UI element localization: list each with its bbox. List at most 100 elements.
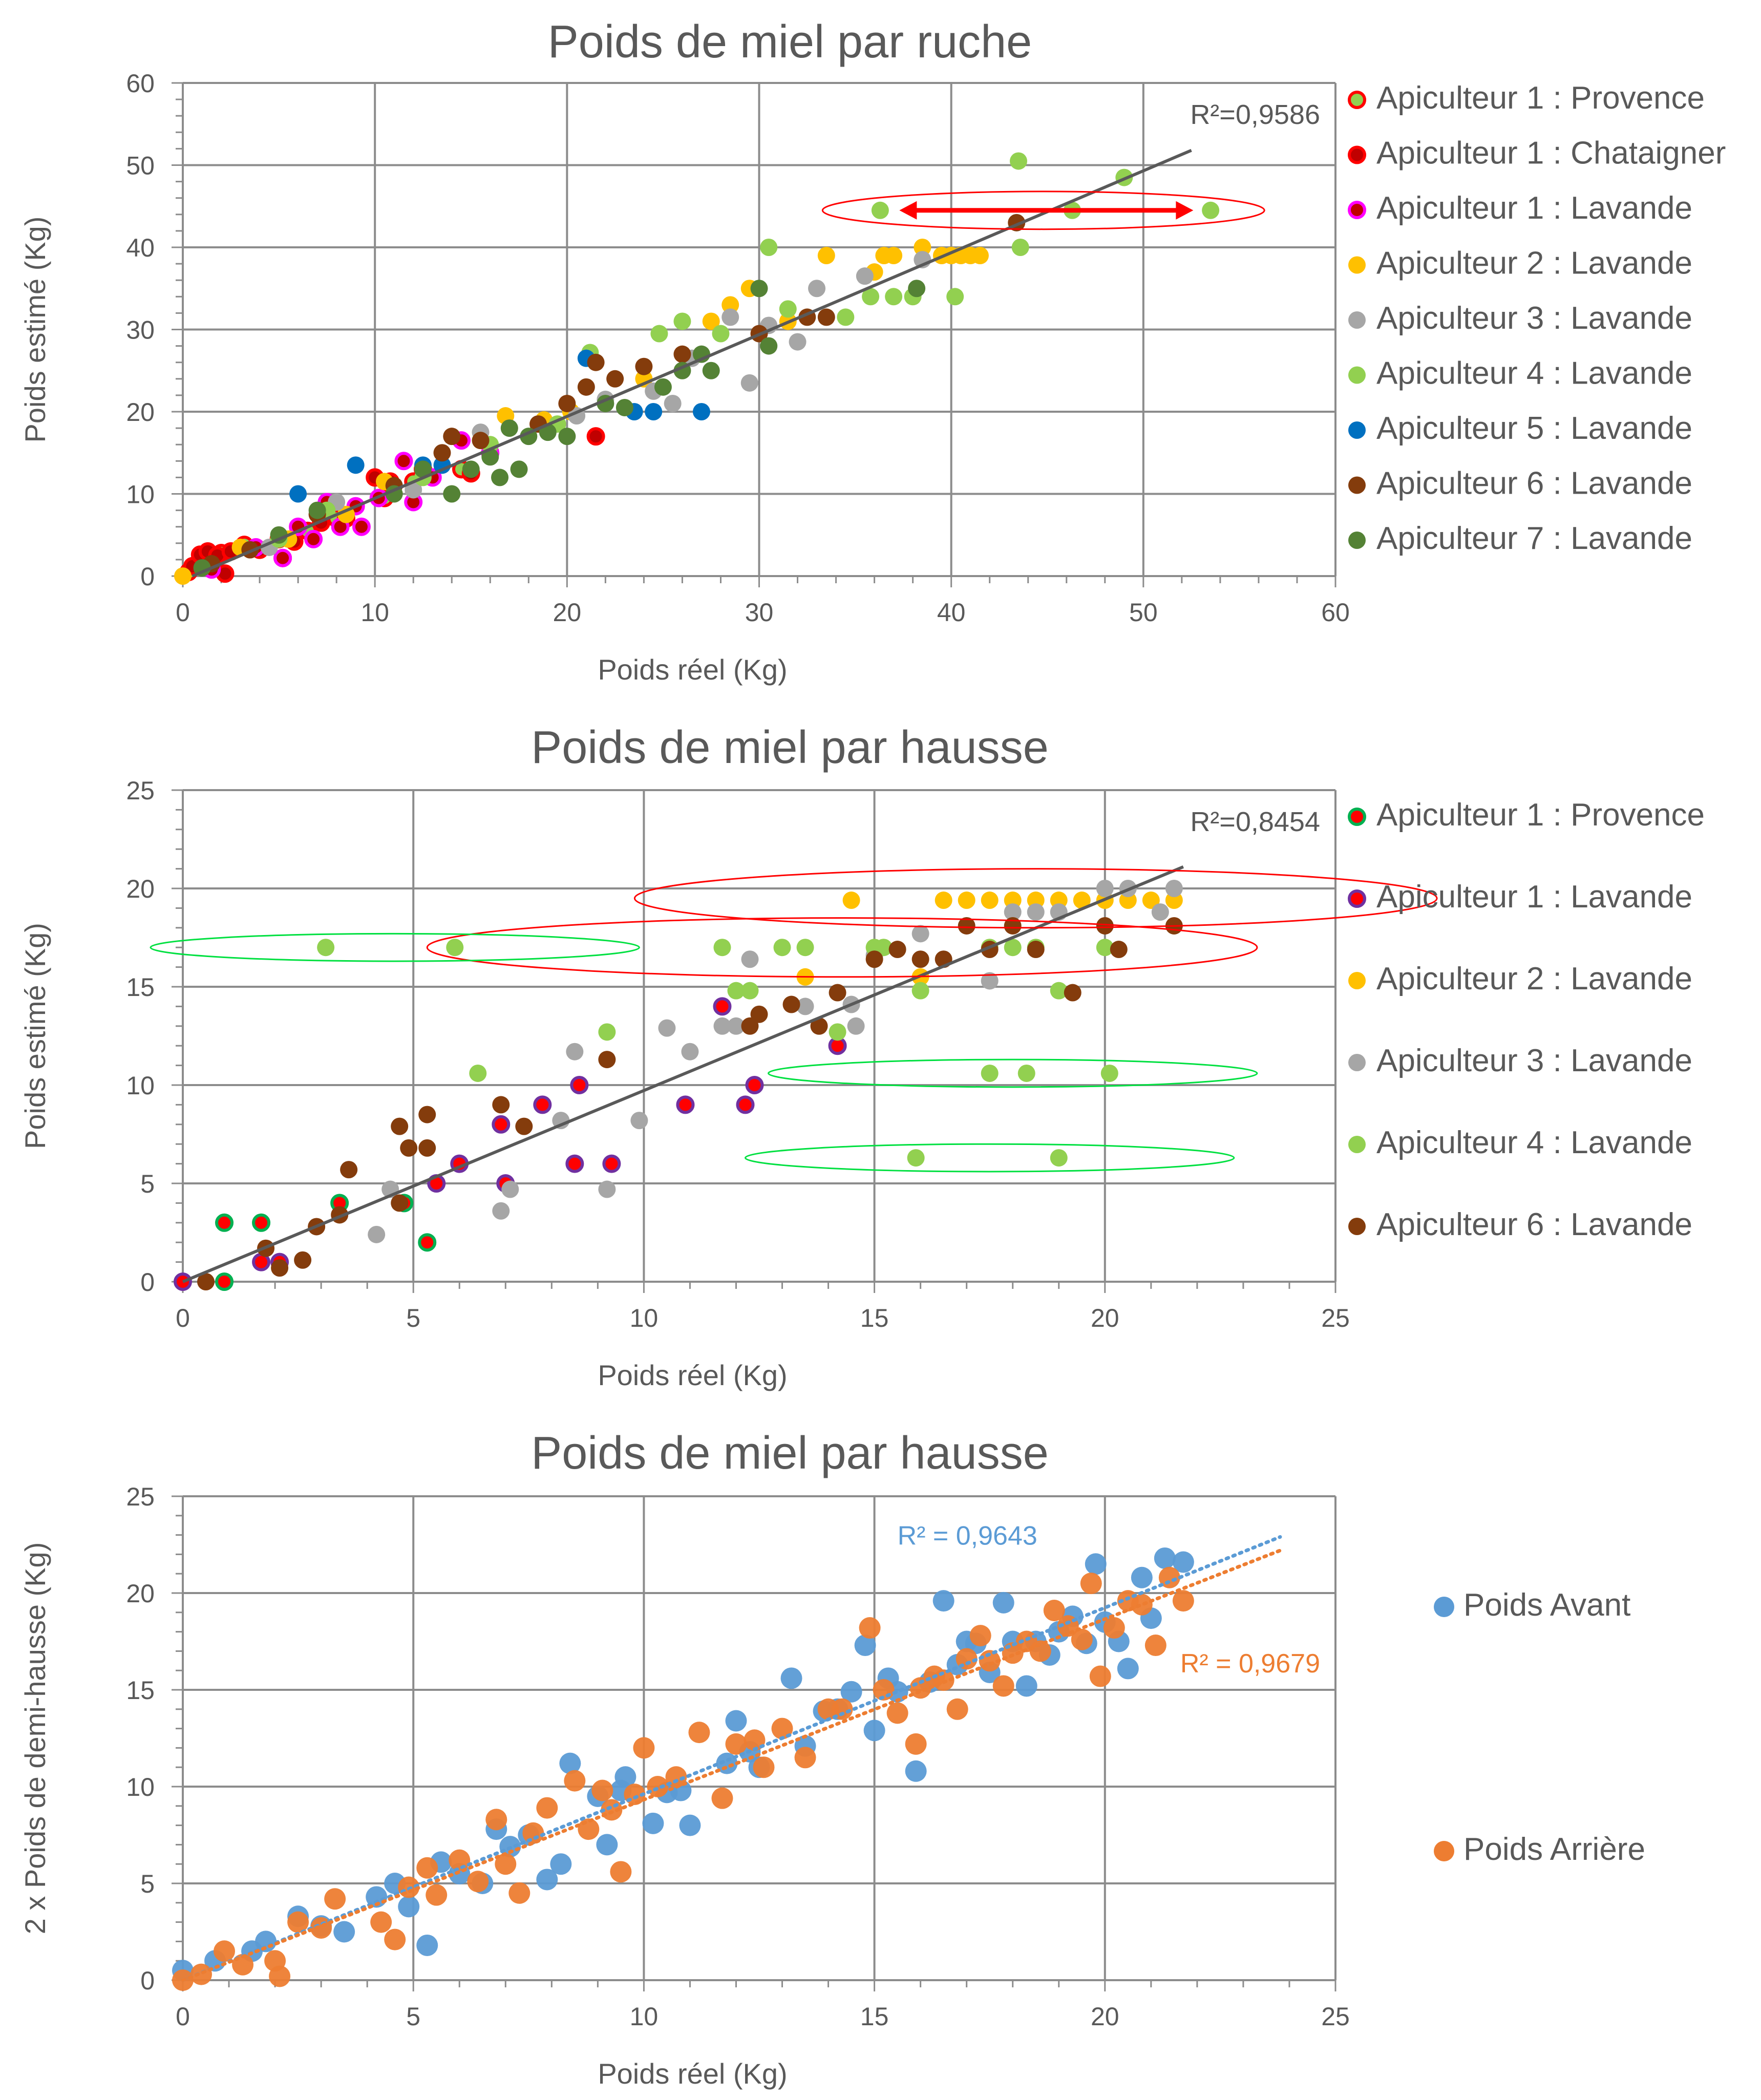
data-point <box>817 308 835 326</box>
data-point <box>679 1814 701 1836</box>
legend-label: Poids Avant <box>1463 1587 1630 1623</box>
data-point <box>469 1064 487 1082</box>
data-point <box>745 1076 764 1094</box>
legend-marker <box>1348 476 1366 494</box>
x-tick-label: 15 <box>860 2002 889 2031</box>
annotation-ellipse <box>150 932 640 962</box>
x-tick-label: 10 <box>630 2002 659 2031</box>
legend-marker <box>1434 1597 1454 1617</box>
x-tick-label: 25 <box>1321 1304 1350 1332</box>
data-point <box>552 1112 570 1130</box>
legend-marker <box>1348 421 1366 439</box>
data-point <box>1009 152 1027 170</box>
data-point <box>831 1698 853 1720</box>
x-tick-label: 10 <box>630 1304 659 1332</box>
data-point <box>711 1787 733 1809</box>
trendline <box>182 865 1184 1283</box>
data-point <box>713 939 731 957</box>
data-point <box>829 984 846 1002</box>
data-point <box>736 1095 755 1114</box>
data-point <box>905 1733 927 1755</box>
data-point <box>753 1756 775 1778</box>
data-point <box>859 1617 881 1639</box>
y-axis-label: Poids estimé (Kg) <box>19 217 51 443</box>
legend-entry: Apiculteur 6 : Lavande <box>1348 466 1692 501</box>
data-point <box>598 1023 616 1041</box>
data-point <box>492 1096 510 1114</box>
legend-entry: Apiculteur 1 : Lavande <box>1348 879 1692 915</box>
y-tick-label: 10 <box>126 1773 155 1801</box>
data-point <box>688 1722 710 1744</box>
x-tick-label: 20 <box>553 598 582 627</box>
data-point <box>587 353 605 371</box>
data-point <box>495 1853 517 1875</box>
data-point <box>565 1154 584 1173</box>
data-point <box>352 517 371 536</box>
data-point <box>1096 939 1114 957</box>
legend-marker <box>1348 91 1366 109</box>
data-point <box>586 427 605 446</box>
data-point <box>533 1095 552 1114</box>
legend-label: Apiculteur 1 : Provence <box>1376 797 1705 833</box>
data-point <box>418 1106 436 1123</box>
data-point <box>750 1005 768 1023</box>
data-point <box>418 1139 436 1157</box>
legend-label: Apiculteur 7 : Lavande <box>1376 521 1692 556</box>
data-point <box>1096 917 1114 935</box>
annotation-ellipse <box>633 868 1438 929</box>
data-point <box>1027 941 1045 959</box>
data-point <box>740 374 758 392</box>
legend-entry: Apiculteur 4 : Lavande <box>1348 1125 1692 1160</box>
data-point <box>294 1251 312 1269</box>
data-point <box>1100 1064 1118 1082</box>
data-point <box>289 485 307 503</box>
data-point <box>862 288 880 306</box>
data-point <box>449 1849 471 1871</box>
data-point <box>1050 982 1068 1000</box>
legend-entry: Apiculteur 1 : Lavande <box>1348 190 1692 226</box>
data-point <box>558 394 576 412</box>
data-point <box>796 998 814 1015</box>
data-point <box>1085 1553 1107 1575</box>
data-point <box>935 892 952 909</box>
data-point <box>771 1717 793 1740</box>
y-tick-label: 60 <box>126 69 155 98</box>
data-point <box>270 526 288 544</box>
data-point <box>1142 892 1160 909</box>
data-point <box>654 378 672 396</box>
y-tick-label: 20 <box>126 875 155 903</box>
data-point <box>416 1934 438 1956</box>
data-point <box>1043 1600 1065 1622</box>
data-point <box>510 460 528 478</box>
data-point <box>606 370 624 388</box>
chart-title: Poids de miel par ruche <box>548 16 1032 68</box>
legend-marker <box>1348 145 1366 164</box>
data-point <box>1110 941 1128 959</box>
data-point <box>310 1917 332 1939</box>
legend-marker <box>1348 311 1366 329</box>
data-point <box>911 925 929 943</box>
data-point <box>789 333 807 351</box>
data-point <box>1011 239 1029 256</box>
data-point <box>905 1760 927 1782</box>
legend-marker <box>1348 1054 1366 1071</box>
x-tick-label: 40 <box>937 598 966 627</box>
legend-entry: Apiculteur 3 : Lavande <box>1348 1043 1692 1078</box>
data-point <box>1117 1658 1139 1680</box>
legend-marker <box>1348 1218 1366 1235</box>
r2-label: R²=0,8454 <box>1190 807 1320 837</box>
legend-label: Apiculteur 2 : Lavande <box>1376 246 1692 281</box>
data-point <box>591 1779 613 1801</box>
data-point <box>550 1853 572 1875</box>
data-point <box>324 1888 346 1910</box>
x-tick-label: 0 <box>176 2002 190 2031</box>
data-point <box>418 1233 437 1252</box>
data-point <box>559 1752 581 1774</box>
data-point <box>782 995 800 1013</box>
data-point <box>433 456 451 474</box>
data-point <box>197 1273 215 1290</box>
data-point <box>308 501 326 519</box>
x-tick-label: 5 <box>406 2002 420 2031</box>
data-point <box>566 1043 584 1060</box>
data-point <box>443 485 461 503</box>
